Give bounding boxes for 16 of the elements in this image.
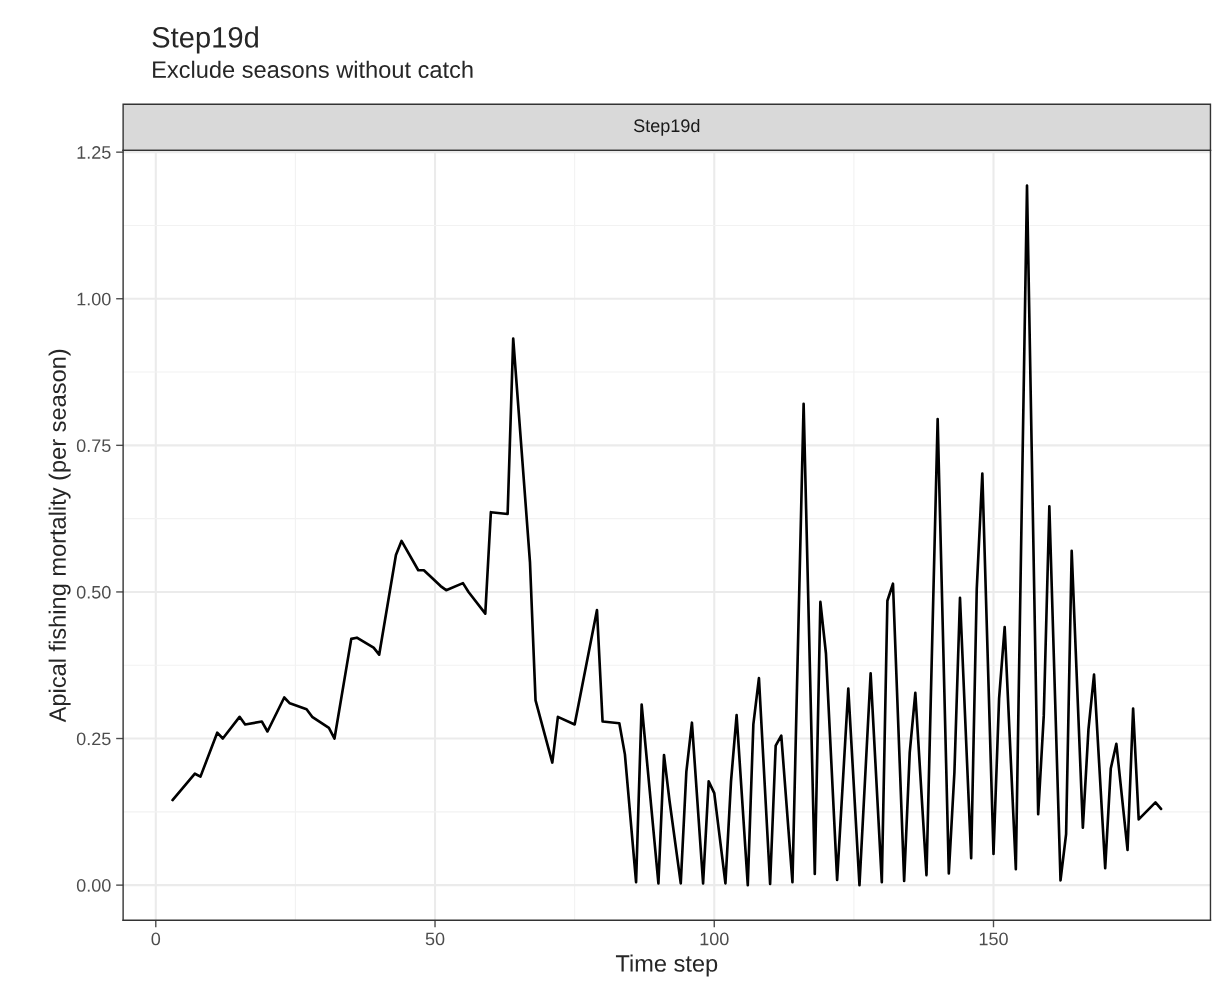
line-series [171,184,1163,887]
chart-title: Step19d [152,26,258,54]
x-tick-label: 50 [425,932,445,946]
text: Step19d [633,118,700,136]
y-tick-label: 1.25 [77,146,111,159]
y-tick-label: 0.75 [76,439,111,453]
chart-subtitle: Exclude seasons without catch [153,60,473,79]
x-tick-label: 0 [151,932,161,946]
y-tick-label: 1.00 [77,292,111,306]
y-tick-label: 0.25 [76,732,111,746]
x-tick-label: 100 [700,932,729,946]
x-tick-label: 150 [979,932,1008,946]
y-axis-title: Apical fishing mortality (per season) [48,349,71,723]
y-tick-label: 0.00 [76,879,111,892]
y-tick-label: 0.50 [76,585,111,599]
x-axis-title: Time step [615,954,718,977]
